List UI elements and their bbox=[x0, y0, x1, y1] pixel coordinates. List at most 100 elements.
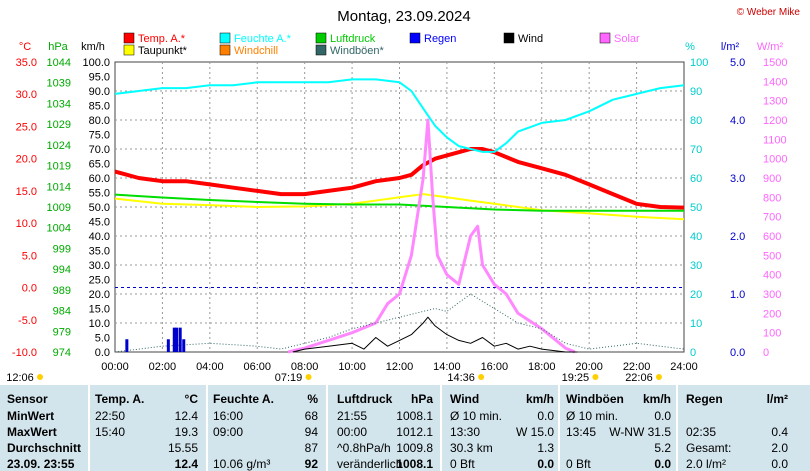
table-cell: W 15.0 bbox=[515, 425, 554, 439]
table-cell: 15:40 bbox=[95, 425, 126, 439]
axis-unit-label: hPa bbox=[48, 41, 68, 53]
legend-swatch bbox=[219, 32, 231, 44]
x-tick-label: 12:00 bbox=[386, 361, 414, 373]
table-header: % bbox=[307, 392, 318, 406]
axis-unit-label: W/m² bbox=[757, 41, 784, 53]
x-tick-label: 24:00 bbox=[670, 361, 698, 373]
table-header: °C bbox=[184, 392, 198, 406]
tick-label-kmh: 5.0 bbox=[95, 333, 110, 345]
table-cell: 1012.1 bbox=[396, 425, 433, 439]
legend-swatch bbox=[503, 32, 515, 44]
tick-label-pct: 30 bbox=[690, 260, 702, 272]
table-header: l/m² bbox=[766, 392, 788, 406]
credit-label: © Weber Mike bbox=[737, 7, 801, 18]
tick-label-rain: 4.0 bbox=[730, 115, 745, 127]
tick-label-solar: 300 bbox=[763, 289, 781, 301]
time-marker-label: 07:19 bbox=[275, 372, 303, 384]
table-cell: 94 bbox=[304, 425, 318, 439]
tick-label-kmh: 0.0 bbox=[95, 347, 110, 359]
tick-label-rain: 0.0 bbox=[730, 347, 745, 359]
tick-label-solar: 500 bbox=[763, 250, 781, 262]
tick-label-temp: 25.0 bbox=[16, 121, 37, 133]
legend-label: Wind bbox=[518, 33, 543, 45]
legend-swatch bbox=[219, 44, 231, 56]
axis-unit-label: l/m² bbox=[721, 41, 740, 53]
tick-label-pct: 0 bbox=[690, 347, 696, 359]
tick-label-temp: 35.0 bbox=[16, 57, 37, 69]
table-cell: 1009.8 bbox=[396, 441, 433, 455]
tick-label-hpa: 989 bbox=[53, 285, 71, 297]
table-cell: W-NW 31.5 bbox=[609, 425, 671, 439]
tick-label-kmh: 10.0 bbox=[89, 318, 110, 330]
tick-label-pct: 60 bbox=[690, 173, 702, 185]
table-cell: 2.0 l/m² bbox=[686, 457, 727, 471]
tick-label-solar: 1400 bbox=[763, 76, 787, 88]
tick-label-temp: 10.0 bbox=[16, 218, 37, 230]
tick-label-rain: 1.0 bbox=[730, 289, 745, 301]
table-cell: 09:00 bbox=[213, 425, 244, 439]
x-tick-label: 18:00 bbox=[528, 361, 556, 373]
legend-swatch bbox=[315, 32, 327, 44]
tick-label-kmh: 90.0 bbox=[89, 86, 110, 98]
table-cell: 0.4 bbox=[771, 425, 788, 439]
x-tick-label: 06:00 bbox=[243, 361, 271, 373]
table-cell: 10.06 g/m³ bbox=[213, 457, 271, 471]
table-cell: 19.3 bbox=[174, 425, 198, 439]
table-cell: Durchschnitt bbox=[7, 441, 82, 455]
table-header: Luftdruck bbox=[337, 392, 393, 406]
table-header: Windböen bbox=[566, 392, 624, 406]
tick-label-solar: 0 bbox=[763, 347, 769, 359]
table-cell: 12.4 bbox=[174, 457, 198, 471]
tick-label-temp: 0.0 bbox=[22, 283, 37, 295]
table-cell: 13:30 bbox=[450, 425, 481, 439]
tick-label-pct: 70 bbox=[690, 144, 702, 156]
tick-label-pct: 40 bbox=[690, 231, 702, 243]
series-line-windben bbox=[114, 293, 685, 353]
tick-label-pct: 50 bbox=[690, 202, 702, 214]
table-cell: 0.0 bbox=[654, 409, 671, 423]
series-line-luftdruck bbox=[114, 193, 684, 212]
table-separator bbox=[88, 385, 90, 471]
table-cell: Ø 10 min. bbox=[566, 409, 619, 423]
legend-label: Solar bbox=[614, 33, 640, 45]
moon-icon bbox=[37, 374, 43, 380]
tick-label-hpa: 1029 bbox=[47, 119, 71, 131]
table-cell: veränderlich bbox=[337, 457, 403, 471]
tick-label-solar: 800 bbox=[763, 192, 781, 204]
table-cell: 2.0 bbox=[771, 441, 788, 455]
tick-label-temp: 30.0 bbox=[16, 89, 37, 101]
tick-label-hpa: 984 bbox=[53, 306, 71, 318]
table-cell: 23.09. 23:55 bbox=[7, 457, 75, 471]
table-cell: 1008.1 bbox=[396, 457, 433, 471]
table-header: Regen bbox=[686, 392, 723, 406]
tick-label-solar: 100 bbox=[763, 328, 781, 340]
table-cell: 92 bbox=[304, 457, 318, 471]
table-cell: 68 bbox=[304, 409, 318, 423]
table-cell: 12.4 bbox=[174, 409, 198, 423]
tick-label-hpa: 1009 bbox=[47, 202, 71, 214]
tick-label-kmh: 15.0 bbox=[89, 304, 110, 316]
tick-label-temp: 20.0 bbox=[16, 154, 37, 166]
rain-bar bbox=[182, 339, 186, 352]
tick-label-hpa: 1004 bbox=[47, 223, 71, 235]
tick-label-hpa: 1039 bbox=[47, 78, 71, 90]
table-cell: 22:50 bbox=[95, 409, 126, 423]
table-cell: 0.0 bbox=[771, 457, 788, 471]
tick-label-pct: 10 bbox=[690, 318, 702, 330]
tick-label-solar: 700 bbox=[763, 212, 781, 224]
axis-unit-label: % bbox=[685, 41, 695, 53]
x-tick-label: 04:00 bbox=[196, 361, 224, 373]
tick-label-kmh: 55.0 bbox=[89, 188, 110, 200]
axis-unit-label: °C bbox=[19, 41, 31, 53]
tick-label-hpa: 1014 bbox=[47, 181, 71, 193]
tick-label-hpa: 1034 bbox=[47, 98, 71, 110]
table-cell: 02:35 bbox=[686, 425, 717, 439]
tick-label-kmh: 30.0 bbox=[89, 260, 110, 272]
tick-label-kmh: 45.0 bbox=[89, 217, 110, 229]
summary-table bbox=[0, 385, 810, 471]
table-cell: 1.3 bbox=[537, 441, 554, 455]
tick-label-solar: 900 bbox=[763, 173, 781, 185]
legend-swatch bbox=[123, 32, 135, 44]
time-marker-label: 12:06 bbox=[6, 372, 34, 384]
table-header: Feuchte A. bbox=[213, 392, 274, 406]
